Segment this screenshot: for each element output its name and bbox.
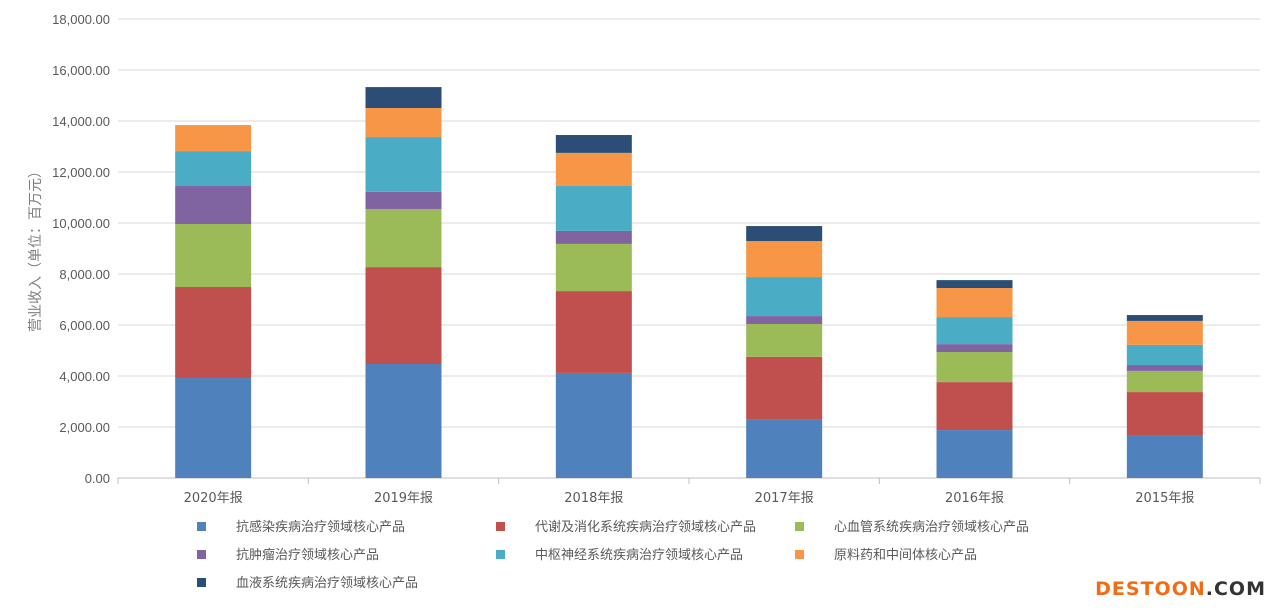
bar-segment [1126,320,1203,345]
x-category-label: 2019年报 [374,491,433,506]
legend-swatch [795,550,804,559]
y-tick-label: 4,000.00 [59,369,110,384]
y-tick-label: 14,000.00 [52,114,110,129]
bar-segment [555,372,632,478]
legend-label: 代谢及消化系统疾病治疗领域核心产品 [535,519,756,535]
bar-segment [746,241,823,278]
bar-segment [175,287,252,379]
legend-swatch [795,522,804,531]
watermark-logo: DESTOON.COM [1095,578,1266,600]
legend-label: 心血管系统疾病治疗领域核心产品 [834,520,1029,535]
bar-segment [365,208,442,268]
bar-segment [365,107,442,138]
bar-segment [555,152,632,187]
bar-segment [555,135,632,153]
bar-segment [746,356,823,420]
bar-segment [175,186,252,225]
bar-segment [175,125,252,152]
bar-segment [936,344,1013,353]
y-tick-label: 6,000.00 [59,318,110,333]
bar-segment [555,243,632,292]
bar-segment [1126,365,1203,371]
bar-segment [936,352,1013,383]
bar-segment [365,137,442,192]
y-tick-label: 16,000.00 [52,63,110,78]
legend: 抗感染疾病治疗领域核心产品 代谢及消化系统疾病治疗领域核心产品 心血管系统疾病治疗领… [197,519,1029,591]
y-tick-label: 0.00 [85,471,110,486]
bar-segment [1126,344,1203,366]
bar-segment [1126,392,1203,436]
legend-label: 血液系统疾病治疗领域核心产品 [236,576,418,591]
bar-segment [555,291,632,373]
y-tick-label: 8,000.00 [59,267,110,282]
legend-swatch [496,522,505,531]
legend-label: 抗感染疾病治疗领域核心产品 [236,519,405,535]
bar-segment [746,316,823,324]
bar-segment [175,224,252,288]
legend-label: 原料药和中间体核心产品 [834,548,977,563]
legend-swatch [197,578,206,587]
bar-segment [746,323,823,357]
legend-swatch [197,522,206,531]
bar-segment [746,277,823,317]
legend-label: 中枢神经系统疾病治疗领域核心产品 [535,548,743,563]
legend-swatch [496,550,505,559]
bar-segment [365,191,442,209]
bar-segment [936,280,1013,289]
bar-segment [936,430,1013,478]
bar-segment [746,226,823,242]
bar-segment [555,230,632,244]
x-category-label: 2020年报 [184,491,243,506]
y-tick-label: 18,000.00 [52,12,110,27]
bars [175,87,1203,478]
legend-label: 抗肿瘤治疗领域核心产品 [236,547,379,563]
x-category-label: 2017年报 [755,491,814,506]
y-tick-label: 10,000.00 [52,216,110,231]
bar-segment [365,267,442,365]
bar-segment [936,317,1013,345]
bar-segment [746,419,823,478]
bar-segment [175,378,252,478]
x-category-label: 2018年报 [564,491,623,506]
bar-segment [936,382,1013,431]
bar-segment [555,186,632,231]
bar-segment [1126,370,1203,393]
gridlines [117,18,1261,484]
y-tick-label: 2,000.00 [59,420,110,435]
legend-swatch [197,550,206,559]
bar-segment [936,288,1013,318]
x-category-label: 2016年报 [945,491,1004,506]
y-axis-ticks: 0.00 2,000.00 4,000.00 6,000.00 8,000.00 10,0… [52,12,110,486]
bar-segment [175,151,252,187]
bar-segment [365,364,442,478]
y-axis-label: 营业收入（单位：百万元） [28,164,44,332]
x-axis-categories: 2020年报 2019年报 2018年报 2017年报 2016年报 2015年报 [184,491,1195,506]
bar-segment [365,87,442,108]
bar-segment [1126,315,1203,321]
bar-segment [1126,435,1203,478]
y-tick-label: 12,000.00 [52,165,110,180]
x-category-label: 2015年报 [1135,491,1194,506]
